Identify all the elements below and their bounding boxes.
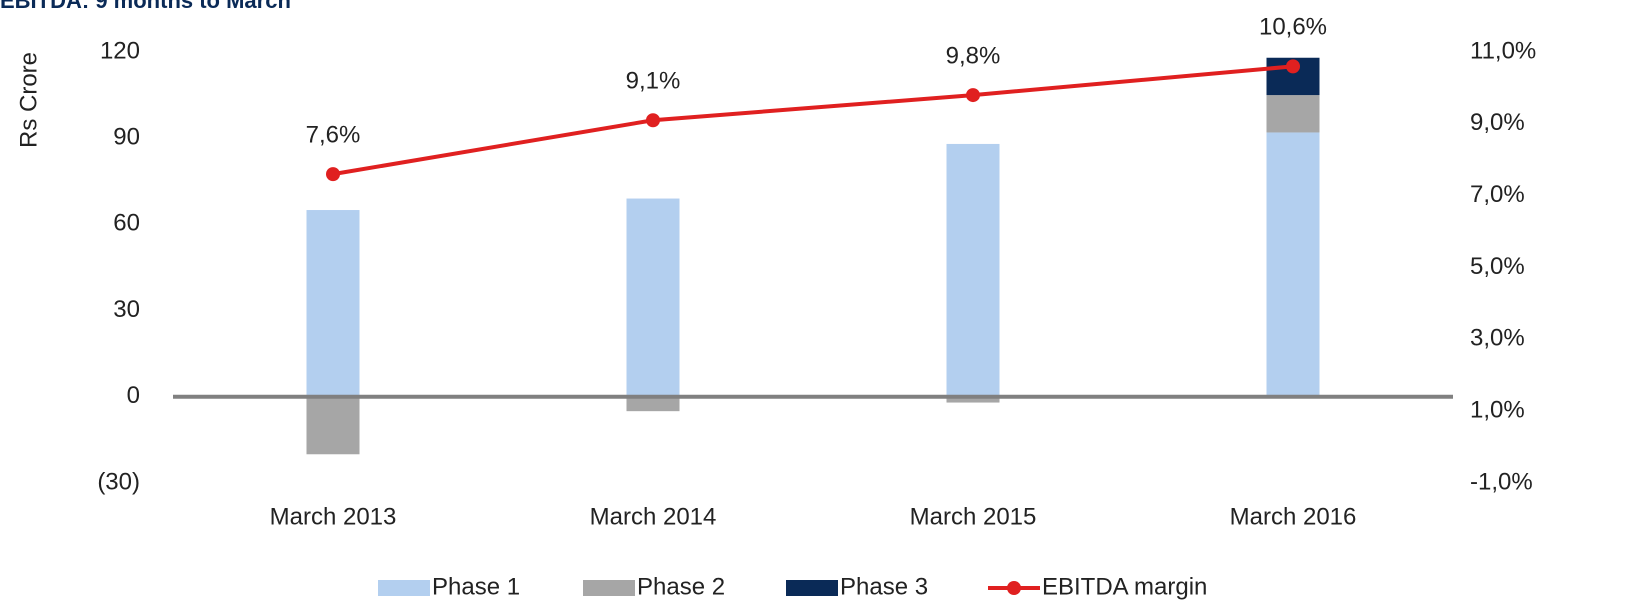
y2-tick-label: 9,0%	[1470, 109, 1525, 136]
y-tick-label: (30)	[97, 468, 140, 495]
bar	[1266, 132, 1320, 397]
bar	[306, 210, 360, 397]
y-tick-label: 120	[100, 37, 140, 64]
bar	[626, 396, 680, 412]
legend-swatch	[378, 580, 430, 596]
marker	[646, 113, 660, 128]
legend-label: Phase 2	[637, 573, 725, 600]
marker	[1286, 59, 1300, 74]
line	[332, 64, 1294, 177]
y2-tick-label: 7,0%	[1470, 181, 1525, 208]
x-tick-label: March 2015	[910, 503, 1037, 530]
y2-tick-label: -1,0%	[1470, 468, 1533, 495]
y-tick-label: 60	[113, 210, 140, 237]
legend-label: Phase 3	[840, 573, 928, 600]
legend-label: EBITDA margin	[1042, 573, 1207, 600]
y2-tick-label: 1,0%	[1470, 397, 1525, 424]
y-axis-label: Rs Crore	[15, 52, 42, 148]
y-tick-label: 0	[127, 382, 140, 409]
data-label: 9,1%	[626, 68, 681, 95]
data-label: 10,6%	[1259, 14, 1327, 41]
bar	[1266, 95, 1320, 133]
marker	[966, 88, 980, 103]
data-label: 9,8%	[946, 42, 1001, 69]
legend-marker	[1007, 581, 1021, 595]
marker	[326, 167, 340, 182]
y-tick-label: 30	[113, 296, 140, 323]
y2-tick-label: 5,0%	[1470, 253, 1525, 280]
legend-swatch	[786, 580, 838, 596]
chart-title: EBITDA: 9 months to March	[0, 0, 291, 13]
bar	[946, 396, 1000, 403]
y-tick-label: 90	[113, 124, 140, 151]
x-tick-label: March 2014	[590, 503, 717, 530]
bar	[306, 396, 360, 455]
legend-swatch	[583, 580, 635, 596]
y2-tick-label: 11,0%	[1470, 37, 1536, 64]
bar	[946, 143, 1000, 397]
x-tick-label: March 2016	[1230, 503, 1357, 530]
data-label: 7,6%	[306, 121, 361, 148]
y2-tick-label: 3,0%	[1470, 325, 1525, 352]
legend-label: Phase 1	[432, 573, 520, 600]
bar	[626, 198, 680, 397]
x-tick-label: March 2013	[270, 503, 397, 530]
